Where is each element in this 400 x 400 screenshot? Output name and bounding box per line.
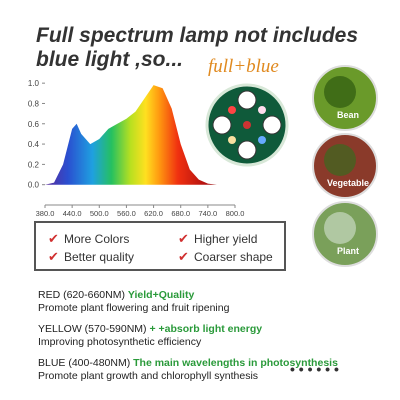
feature: Higher yield — [194, 232, 257, 246]
band-description: Improving photosynthetic efficiency — [38, 336, 202, 348]
y-tick-label: 0.2 — [28, 160, 40, 169]
y-tick-label: 1.0 — [28, 79, 40, 88]
headline: Full spectrum lamp not includes — [36, 24, 358, 47]
check-icon: ✔ — [48, 231, 59, 246]
photo-label: Vegetable — [327, 178, 369, 188]
y-tick-label: 0.4 — [28, 140, 40, 149]
ellipsis: • • • • • • — [290, 361, 339, 377]
y-tick-label: 0.0 — [28, 181, 40, 190]
check-icon: ✔ — [48, 249, 59, 264]
feature: Better quality — [64, 250, 134, 264]
photo-detail — [324, 144, 356, 176]
band-line: BLUE (400-480NM) The main wavelengths in… — [38, 357, 338, 369]
band-name: RED (620-660NM) — [38, 289, 125, 301]
badge: full+blue — [208, 56, 279, 77]
x-tick-label: 500.0 — [90, 209, 109, 218]
headline: blue light ,so... — [36, 48, 183, 71]
spectrum-area — [45, 85, 235, 185]
x-tick-label: 560.0 — [117, 209, 136, 218]
photo-detail — [324, 76, 356, 108]
band-highlight: + +absorb light energy — [149, 323, 262, 335]
y-tick-label: 0.6 — [28, 120, 40, 129]
y-tick-label: 0.8 — [28, 99, 40, 108]
band-name: BLUE (400-480NM) — [38, 357, 130, 369]
band-description: Promote plant flowering and fruit ripeni… — [38, 302, 230, 314]
photo-label: Bean — [337, 110, 359, 120]
check-icon: ✔ — [178, 249, 189, 264]
feature: Coarser shape — [194, 250, 273, 264]
photo-label: Plant — [337, 246, 359, 256]
photo-detail — [324, 212, 356, 244]
band-line: RED (620-660NM) Yield+Quality — [38, 289, 194, 301]
band-highlight: Yield+Quality — [128, 289, 195, 301]
x-tick-label: 740.0 — [198, 209, 217, 218]
check-icon: ✔ — [178, 231, 189, 246]
band-description: Promote plant growth and chlorophyll syn… — [38, 370, 258, 382]
x-tick-label: 380.0 — [36, 209, 55, 218]
band-highlight: The main wavelengths in photosynthesis — [133, 357, 338, 369]
band-line: YELLOW (570-590NM) + +absorb light energ… — [38, 323, 262, 335]
x-tick-label: 440.0 — [63, 209, 82, 218]
x-tick-label: 800.0 — [226, 209, 245, 218]
feature: More Colors — [64, 232, 129, 246]
led-board — [205, 83, 289, 167]
band-name: YELLOW (570-590NM) — [38, 323, 147, 335]
x-tick-label: 620.0 — [144, 209, 163, 218]
feature-box — [34, 221, 286, 271]
x-tick-label: 680.0 — [171, 209, 190, 218]
